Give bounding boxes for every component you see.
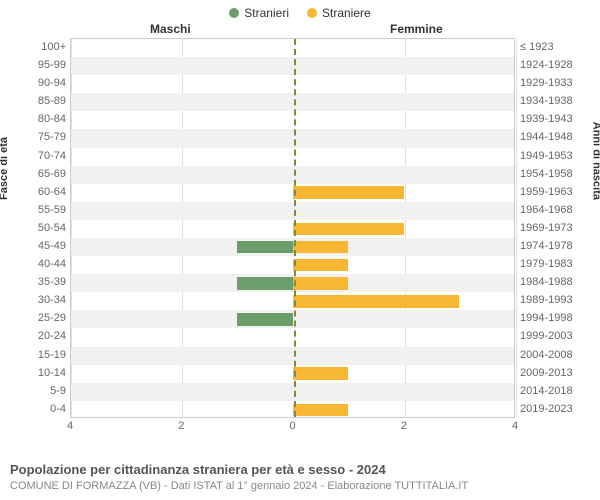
x-tick-label: 0	[289, 420, 295, 432]
legend-item-male: Stranieri	[229, 6, 289, 20]
y-label-age: 15-19	[6, 350, 66, 361]
y-label-age: 20-24	[6, 331, 66, 342]
y-label-age: 70-74	[6, 151, 66, 162]
chart-row	[71, 129, 514, 147]
y-label-age: 35-39	[6, 277, 66, 288]
y-label-birth: 1974-1978	[520, 241, 580, 252]
y-label-age: 100+	[6, 42, 66, 53]
bar-female	[293, 295, 460, 308]
chart-row	[71, 202, 514, 220]
bar-female	[293, 277, 349, 290]
bar-female	[293, 241, 349, 254]
y-label-birth: 1939-1943	[520, 114, 580, 125]
legend-swatch-male	[229, 8, 239, 18]
legend-swatch-female	[307, 8, 317, 18]
chart-row	[71, 310, 514, 328]
y-label-age: 85-89	[6, 96, 66, 107]
bar-female	[293, 186, 404, 199]
chart-row	[71, 238, 514, 256]
legend-item-female: Straniere	[307, 6, 371, 20]
y-label-age: 80-84	[6, 114, 66, 125]
chart-row	[71, 184, 514, 202]
legend-label-male: Stranieri	[244, 6, 289, 20]
chart-row	[71, 274, 514, 292]
chart-row	[71, 148, 514, 166]
chart-row	[71, 328, 514, 346]
chart-subtitle: COMUNE DI FORMAZZA (VB) - Dati ISTAT al …	[10, 480, 590, 492]
y-label-age: 40-44	[6, 259, 66, 270]
x-tick-label: 2	[401, 420, 407, 432]
bar-female	[293, 223, 404, 236]
y-label-age: 90-94	[6, 78, 66, 89]
y-label-age: 45-49	[6, 241, 66, 252]
y-label-birth: 1984-1988	[520, 277, 580, 288]
y-label-age: 65-69	[6, 169, 66, 180]
y-label-age: 60-64	[6, 187, 66, 198]
y-label-birth: 2019-2023	[520, 404, 580, 415]
x-tick-label: 4	[512, 420, 518, 432]
gridline	[516, 39, 517, 417]
chart-row	[71, 383, 514, 401]
y-label-birth: 1964-1968	[520, 205, 580, 216]
bar-male	[237, 241, 293, 254]
y-label-age: 30-34	[6, 295, 66, 306]
y-label-birth: 1969-1973	[520, 223, 580, 234]
x-tick-label: 2	[178, 420, 184, 432]
y-label-age: 5-9	[6, 386, 66, 397]
y-label-birth: ≤ 1923	[520, 42, 580, 53]
chart-row	[71, 220, 514, 238]
x-tick-label: 4	[67, 420, 73, 432]
chart-row	[71, 39, 514, 57]
bar-male	[237, 313, 293, 326]
y-label-birth: 1929-1933	[520, 78, 580, 89]
y-label-birth: 1944-1948	[520, 132, 580, 143]
chart-row	[71, 347, 514, 365]
y-label-birth: 1934-1938	[520, 96, 580, 107]
chart-row	[71, 93, 514, 111]
y-label-birth: 1989-1993	[520, 295, 580, 306]
y-label-age: 0-4	[6, 404, 66, 415]
chart-row	[71, 292, 514, 310]
chart-row	[71, 111, 514, 129]
chart-row	[71, 256, 514, 274]
chart-footer: Popolazione per cittadinanza straniera p…	[10, 462, 590, 492]
center-axis-line	[294, 39, 296, 417]
chart-row	[71, 75, 514, 93]
y-label-birth: 2014-2018	[520, 386, 580, 397]
y-label-birth: 1924-1928	[520, 60, 580, 71]
y-axis-title-right: Anni di nascita	[590, 122, 600, 200]
y-label-birth: 1999-2003	[520, 331, 580, 342]
chart-area: Maschi Femmine Fasce di età Anni di nasc…	[0, 20, 600, 440]
y-label-birth: 1954-1958	[520, 169, 580, 180]
y-label-birth: 2004-2008	[520, 350, 580, 361]
y-label-age: 10-14	[6, 368, 66, 379]
legend-label-female: Straniere	[322, 6, 371, 20]
y-label-birth: 1949-1953	[520, 151, 580, 162]
y-label-birth: 1979-1983	[520, 259, 580, 270]
y-label-birth: 1959-1963	[520, 187, 580, 198]
col-header-male: Maschi	[150, 22, 191, 36]
y-label-age: 95-99	[6, 60, 66, 71]
chart-row	[71, 401, 514, 419]
y-label-age: 25-29	[6, 313, 66, 324]
bar-female	[293, 367, 349, 380]
bar-female	[293, 259, 349, 272]
y-label-birth: 1994-1998	[520, 313, 580, 324]
y-label-birth: 2009-2013	[520, 368, 580, 379]
col-header-female: Femmine	[390, 22, 443, 36]
chart-row	[71, 57, 514, 75]
y-label-age: 75-79	[6, 132, 66, 143]
chart-legend: Stranieri Straniere	[0, 0, 600, 20]
bar-female	[293, 404, 349, 417]
y-label-age: 55-59	[6, 205, 66, 216]
chart-row	[71, 365, 514, 383]
chart-row	[71, 166, 514, 184]
bar-male	[237, 277, 293, 290]
plot-region	[70, 38, 515, 418]
chart-title: Popolazione per cittadinanza straniera p…	[10, 462, 590, 477]
y-label-age: 50-54	[6, 223, 66, 234]
